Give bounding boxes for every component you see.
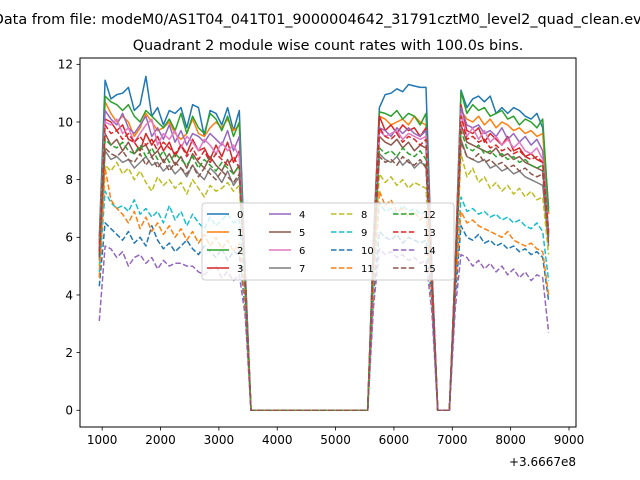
legend-label-4: 4 xyxy=(299,210,305,221)
y-tick-label: 8 xyxy=(65,173,73,187)
axes-frame xyxy=(79,57,577,428)
figure-suptitle: Data from file: modeM0/AS1T04_041T01_900… xyxy=(0,12,640,28)
series-line-15 xyxy=(98,141,550,412)
x-tick-label: 3000 xyxy=(204,433,235,447)
series-line-8 xyxy=(98,152,550,412)
y-tick-label: 12 xyxy=(58,58,73,72)
series-line-10 xyxy=(98,222,550,412)
legend-label-8: 8 xyxy=(361,210,367,221)
legend-label-11: 11 xyxy=(361,264,374,275)
legend-label-1: 1 xyxy=(237,228,243,239)
legend-label-10: 10 xyxy=(361,246,374,257)
legend-label-13: 13 xyxy=(423,228,436,239)
legend-label-7: 7 xyxy=(299,264,305,275)
y-axis-ticks: 0 2 4 6 8 10 12 xyxy=(58,58,80,418)
legend-label-12: 12 xyxy=(423,210,436,221)
legend-label-5: 5 xyxy=(299,228,305,239)
plot-lines xyxy=(98,75,550,412)
legend-label-2: 2 xyxy=(237,246,243,257)
legend-label-15: 15 xyxy=(423,264,436,275)
legend-label-9: 9 xyxy=(361,228,367,239)
x-axis-ticks: 1000 2000 3000 4000 5000 6000 7000 8000 9000 xyxy=(87,427,584,447)
x-tick-label: 7000 xyxy=(437,433,468,447)
x-axis-offset-label: +3.6667e8 xyxy=(509,455,576,469)
x-tick-label: 4000 xyxy=(262,433,293,447)
legend-label-14: 14 xyxy=(423,246,436,257)
x-tick-label: 9000 xyxy=(554,433,585,447)
legend-label-0: 0 xyxy=(237,210,243,221)
y-tick-label: 0 xyxy=(65,404,73,418)
y-tick-label: 10 xyxy=(58,115,73,129)
x-tick-label: 6000 xyxy=(379,433,410,447)
x-tick-label: 1000 xyxy=(87,433,118,447)
legend-frame xyxy=(201,202,455,281)
legend-label-6: 6 xyxy=(299,246,305,257)
y-tick-label: 2 xyxy=(65,346,73,360)
legend-label-3: 3 xyxy=(237,264,243,275)
y-tick-label: 6 xyxy=(65,231,73,245)
chart-title: Quadrant 2 module wise count rates with … xyxy=(133,38,524,54)
x-tick-label: 2000 xyxy=(145,433,176,447)
y-tick-label: 4 xyxy=(65,288,73,302)
x-tick-label: 5000 xyxy=(320,433,351,447)
x-tick-label: 8000 xyxy=(495,433,526,447)
